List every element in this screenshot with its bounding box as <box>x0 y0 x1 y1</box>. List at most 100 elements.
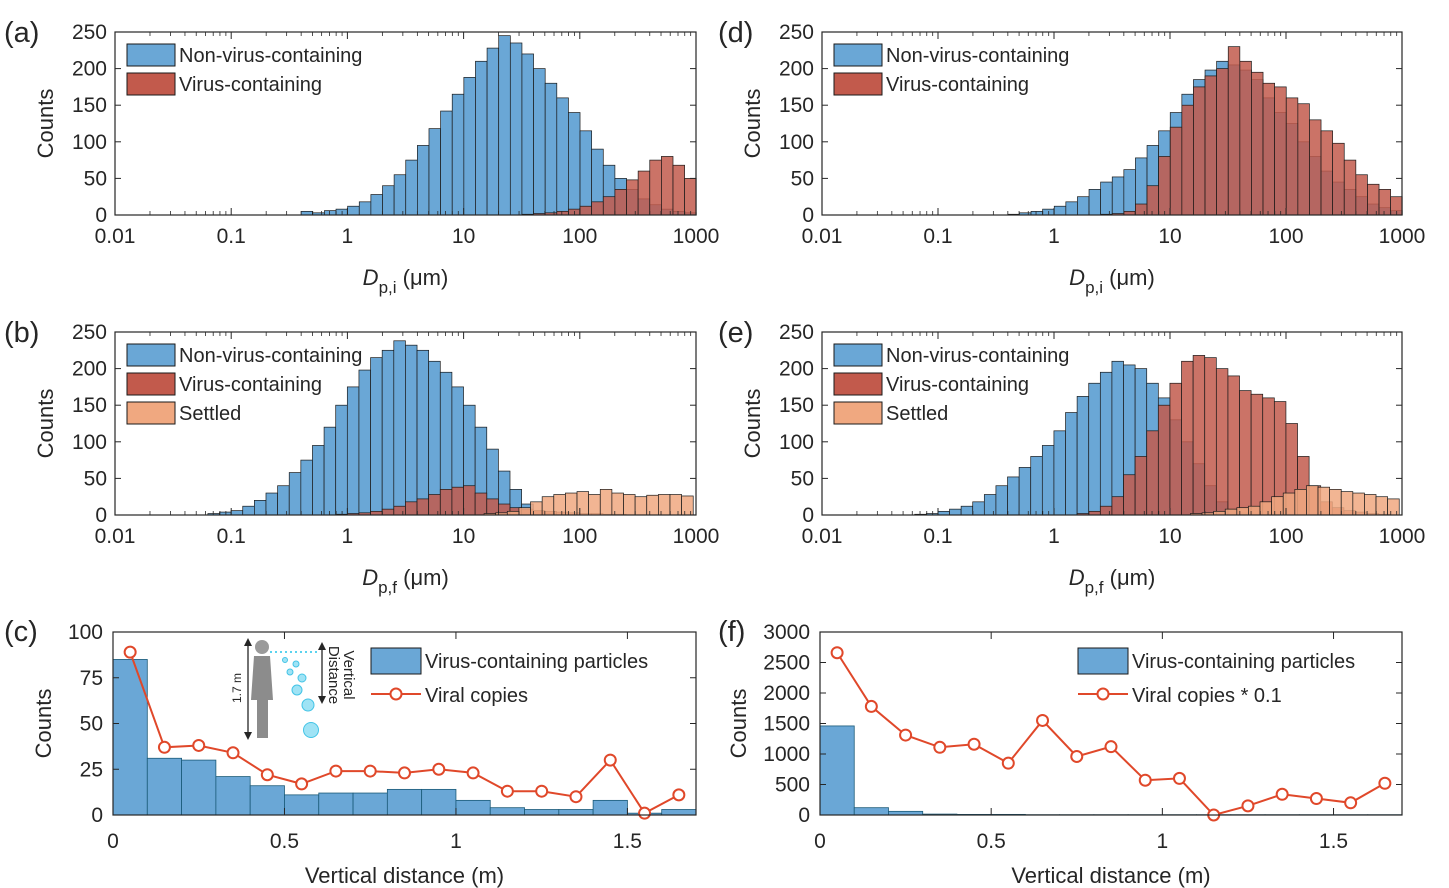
bar <box>1251 71 1264 216</box>
bar <box>646 494 659 516</box>
legend-label: Virus-containing particles <box>425 651 648 673</box>
x-tick-label: 0.01 <box>95 525 136 548</box>
droplet <box>286 668 294 676</box>
bar <box>1158 156 1171 216</box>
bar <box>983 494 997 516</box>
y-axis-label: Counts <box>31 689 56 759</box>
point <box>830 646 844 660</box>
bar <box>347 205 360 216</box>
bar <box>370 194 383 216</box>
bar <box>249 785 285 816</box>
bar <box>1111 496 1124 516</box>
y-tick-label: 75 <box>80 667 103 690</box>
y-tick-label: 200 <box>779 58 814 81</box>
legend-swatch <box>126 401 176 425</box>
x-axis: 0.01 0.1 1 10 100 1000 <box>95 32 719 248</box>
series-virus-containing <box>1100 46 1403 216</box>
bar <box>416 498 430 516</box>
bar <box>626 179 639 216</box>
y-axis: 0 50 100 150 200 250 <box>779 21 1402 227</box>
x-axis: 0.01 0.1 1 10 100 1000 <box>802 32 1425 248</box>
y-tick-label: 150 <box>779 94 814 117</box>
y-tick-label: 0 <box>802 204 814 227</box>
legend: Virus-containing particles Viral copies <box>370 647 648 707</box>
bar <box>1157 404 1171 516</box>
bar <box>1100 181 1113 216</box>
bar <box>684 178 697 216</box>
bar <box>960 505 974 516</box>
chart-b: 0.01 0.1 1 10 100 1000 0 50 100 150 200 250 Counts Dp… <box>33 321 719 597</box>
y-axis: 0 25 50 75 100 <box>68 621 696 827</box>
point <box>1378 776 1392 790</box>
bar <box>181 759 217 816</box>
bar <box>661 809 697 816</box>
point <box>899 728 913 742</box>
bar <box>393 505 406 516</box>
y-tick-label: 250 <box>72 21 107 44</box>
bar <box>382 185 395 216</box>
bar <box>637 170 651 216</box>
axes-box <box>821 331 1403 516</box>
point <box>1104 740 1118 754</box>
bar <box>681 495 694 516</box>
bar <box>417 145 430 216</box>
y-tick-label: 50 <box>84 467 107 490</box>
x-tick-label: 10 <box>452 225 475 248</box>
x-tick-label: 0.1 <box>217 225 246 248</box>
person-body <box>251 656 273 738</box>
bar <box>579 130 593 216</box>
point <box>569 790 583 804</box>
bar <box>1352 492 1365 516</box>
point <box>1138 773 1152 787</box>
chart-d: 0.01 0.1 1 10 100 1000 0 50 100 150 200 250 Counts Dp… <box>740 21 1425 297</box>
x-tick-label: 1.5 <box>613 830 642 853</box>
point <box>1172 771 1186 785</box>
bar <box>486 47 500 216</box>
bar <box>393 174 407 216</box>
x-axis: 0.01 0.1 1 10 100 1000 <box>802 332 1425 548</box>
bar <box>284 794 320 816</box>
series-virus-containing-particles <box>112 659 697 816</box>
y-tick-label: 250 <box>779 21 814 44</box>
bar <box>1259 501 1272 516</box>
bar <box>288 472 302 516</box>
bar <box>318 792 354 816</box>
bar <box>428 494 441 516</box>
bar <box>1320 130 1333 216</box>
legend-label: Settled <box>886 403 948 425</box>
bar <box>614 189 627 216</box>
bar <box>312 445 325 516</box>
bar <box>1215 368 1229 516</box>
bar <box>544 82 558 216</box>
bar <box>421 788 457 816</box>
bar <box>995 485 1008 516</box>
x-label-symbol: D <box>363 265 379 290</box>
x-tick-label: 0.01 <box>802 525 843 548</box>
distance-label: Vertical <box>340 650 357 699</box>
bar <box>1262 82 1275 216</box>
y-tick-label: 200 <box>72 58 107 81</box>
bar <box>1294 489 1307 516</box>
bar <box>1224 508 1238 516</box>
legend-swatch <box>126 43 176 67</box>
y-tick-label: 100 <box>779 431 814 454</box>
bar <box>1378 189 1391 216</box>
distance-arrow-head-bottom <box>318 696 326 704</box>
y-tick-label: 0 <box>91 804 103 827</box>
legend-label: Non-virus-containing <box>886 345 1069 367</box>
point <box>967 737 981 751</box>
bar <box>370 357 383 516</box>
bar <box>1355 174 1368 216</box>
x-axis: 0 0.5 1 1.5 <box>107 632 642 853</box>
x-tick-label: 10 <box>1158 225 1181 248</box>
bar <box>1239 390 1252 516</box>
bar <box>1111 176 1125 216</box>
bar <box>324 210 337 216</box>
series-settled <box>483 489 694 516</box>
legend: Non-virus-containing Virus-containing Sett… <box>833 343 1069 425</box>
bar <box>553 494 566 516</box>
y-tick-label: 25 <box>80 758 103 781</box>
x-label-symbol: D <box>1069 265 1085 290</box>
y-tick-label: 200 <box>72 358 107 381</box>
